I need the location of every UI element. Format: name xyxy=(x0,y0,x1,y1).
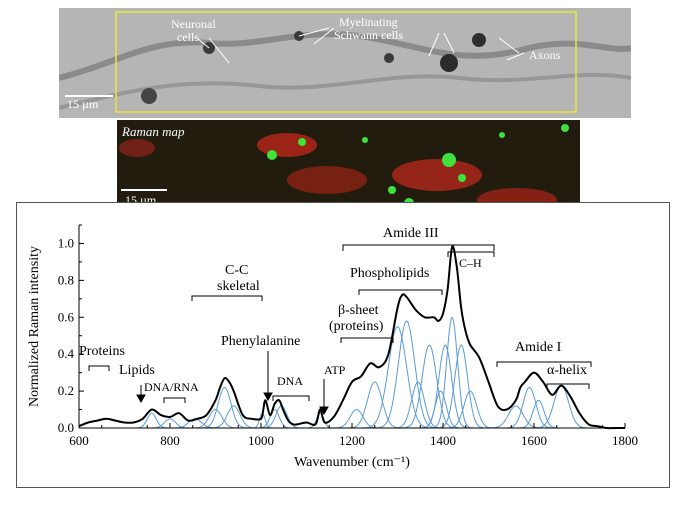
y-tick-label: 0.0 xyxy=(58,420,74,435)
band-annotations: Proteins Lipids DNA/RNA C-C skeletal Phe… xyxy=(79,226,587,394)
annotation-brackets xyxy=(88,244,592,403)
x-tick-label: 1200 xyxy=(339,433,365,448)
component-band-22 xyxy=(504,386,555,429)
annot-dna: DNA xyxy=(277,374,303,388)
annot-cc1: C-C xyxy=(225,263,248,278)
component-band-4 xyxy=(199,386,249,429)
component-band-5 xyxy=(208,405,259,429)
label-neuronal: Neuronal xyxy=(171,17,216,31)
annot-proteins: Proteins xyxy=(79,344,125,359)
component-band-19 xyxy=(435,344,487,429)
brightfield-image: Neuronal cells Myelinating Schwann cells… xyxy=(59,8,631,118)
annot-lipids: Lipids xyxy=(119,363,155,378)
annot-bsheet2: (proteins) xyxy=(329,319,384,334)
spectrum-line xyxy=(78,245,625,430)
y-axis-label: Normalized Raman intensity xyxy=(27,246,42,407)
component-band-15 xyxy=(400,344,458,429)
annot-atp: ATP xyxy=(324,363,346,377)
x-tick-label: 1400 xyxy=(430,433,456,448)
annot-phenylalanine: Phenylalanine xyxy=(221,334,300,349)
annot-amide3: Amide III xyxy=(383,226,439,241)
micro-scale-label: 15 µm xyxy=(67,97,99,111)
label-myelinating: Myelinating xyxy=(339,15,398,29)
annot-bsheet1: β-sheet xyxy=(338,303,379,318)
y-tick-label: 0.2 xyxy=(58,383,74,398)
component-band-11 xyxy=(345,381,403,429)
component-band-23 xyxy=(516,399,561,429)
component-band-13 xyxy=(373,320,440,429)
annot-phospholipids: Phospholipids xyxy=(350,266,429,281)
component-bands xyxy=(133,316,590,429)
spectrum-chart: 600 800 1000 1200 1400 1600 1800 0.0 0.2 0.4 0.6 0.… xyxy=(27,224,638,470)
annot-ahelix: α-helix xyxy=(547,363,587,378)
label-axons: Axons xyxy=(529,48,561,62)
component-band-20 xyxy=(444,390,496,429)
y-tick-label: 0.8 xyxy=(58,272,74,287)
annot-cc2: skeletal xyxy=(217,279,260,294)
x-tick-label: 800 xyxy=(160,433,180,448)
spectrum-chart-panel: 600 800 1000 1200 1400 1600 1800 0.0 0.2 0.4 0.6 0.… xyxy=(16,202,670,488)
x-tick-label: 1800 xyxy=(612,433,638,448)
x-tick-label: 1600 xyxy=(521,433,547,448)
label-schwann: Schwann cells xyxy=(334,28,403,42)
component-band-12 xyxy=(361,325,434,429)
x-tick-label: 1000 xyxy=(248,433,274,448)
axis-ticks: 600 800 1000 1200 1400 1600 1800 0.0 0.2 0.4 0.6 0.… xyxy=(58,224,638,448)
x-axis-label: Wavenumber (cm⁻¹) xyxy=(294,455,410,470)
component-band-24 xyxy=(532,385,590,429)
annot-amide1: Amide I xyxy=(515,340,562,355)
x-tick-label: 600 xyxy=(69,433,89,448)
annotation-arrows xyxy=(136,351,329,416)
raman-map-title: Raman map xyxy=(121,124,185,139)
y-tick-label: 1.0 xyxy=(58,235,74,250)
annot-ch: C–H xyxy=(459,256,482,270)
component-band-18 xyxy=(430,316,474,429)
annot-dnarna: DNA/RNA xyxy=(144,380,199,394)
y-tick-label: 0.6 xyxy=(58,309,75,324)
label-cells: cells xyxy=(177,30,199,44)
component-band-17 xyxy=(419,344,471,429)
y-tick-label: 0.4 xyxy=(58,346,75,361)
measured-spectrum xyxy=(78,245,625,430)
